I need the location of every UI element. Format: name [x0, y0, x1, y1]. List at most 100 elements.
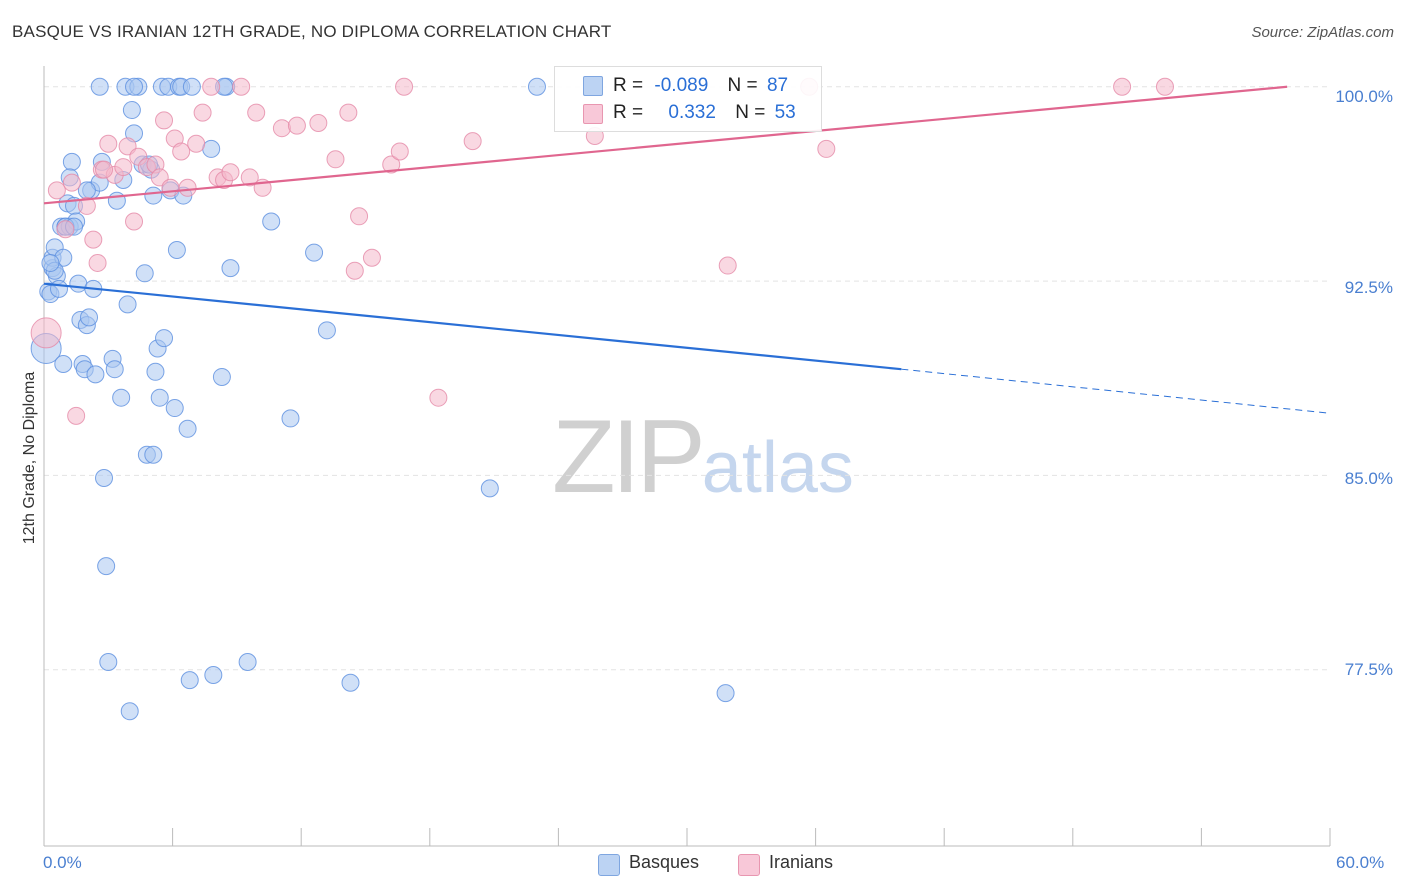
basque-point — [112, 388, 131, 407]
iranian-point — [345, 261, 364, 280]
basque-point — [95, 469, 114, 488]
basque-point — [178, 419, 197, 438]
n-value: 53 — [774, 102, 796, 123]
legend-label-iranians: Iranians — [769, 852, 834, 872]
basque-point — [62, 152, 81, 171]
iranian-point — [161, 178, 180, 197]
legend-swatch-basques-bottom — [598, 854, 620, 876]
watermark: ZIPatlas — [552, 398, 854, 517]
basque-point — [97, 557, 116, 576]
iranian-trend-line — [43, 85, 1288, 205]
iranian-point — [193, 103, 212, 122]
iranian-point — [155, 111, 174, 130]
basque-trend-extension — [901, 368, 1331, 414]
stats-legend: R = -0.089 N = 87 R = 0.332 N = 53 — [554, 66, 822, 132]
legend-swatch-basques — [583, 76, 603, 96]
iranian-point — [247, 103, 266, 122]
iranian-point — [1155, 77, 1174, 96]
chart-title: BASQUE VS IRANIAN 12TH GRADE, NO DIPLOMA… — [12, 22, 612, 41]
iranian-point — [382, 155, 401, 174]
legend-row-iranians: R = 0.332 N = 53 — [613, 102, 796, 128]
basque-point — [77, 181, 96, 200]
iranian-point — [114, 158, 133, 177]
axes — [43, 66, 1331, 847]
basque-point — [202, 139, 221, 158]
basque-point — [144, 186, 163, 205]
basque-point — [146, 362, 165, 381]
iranian-point — [718, 256, 737, 275]
legend-swatch-iranians — [583, 104, 603, 124]
basque-point — [182, 77, 201, 96]
iranian-point — [309, 114, 328, 133]
iranian-point — [429, 388, 448, 407]
n-label: N = — [727, 75, 758, 96]
iranian-point — [77, 196, 96, 215]
basque-point — [155, 329, 174, 348]
basque-point — [305, 243, 324, 262]
iranian-point — [56, 220, 75, 239]
y-tick-label: 92.5% — [1344, 278, 1393, 297]
r-label: R = — [613, 75, 644, 96]
iranian-point — [350, 207, 369, 226]
r-value: 0.332 — [668, 102, 716, 123]
basque-point — [212, 367, 231, 386]
iranian-point — [817, 139, 836, 158]
iranian-point — [395, 77, 414, 96]
basque-point — [144, 445, 163, 464]
basque-point — [107, 191, 126, 210]
basque-point — [50, 279, 69, 298]
y-tick-label: 85.0% — [1344, 469, 1393, 488]
r-label: R = — [613, 102, 644, 123]
iranian-point — [202, 77, 221, 96]
basque-point — [135, 264, 154, 283]
basque-point — [180, 671, 199, 690]
trend-lines — [43, 85, 1331, 414]
source-label: Source: ZipAtlas.com — [1251, 24, 1394, 41]
iranian-point — [232, 77, 251, 96]
n-label: N = — [735, 102, 766, 123]
iranian-point — [84, 230, 103, 249]
y-tick-label: 100.0% — [1335, 87, 1393, 106]
basque-point — [167, 240, 186, 259]
watermark-zip: ZIP — [552, 399, 706, 515]
iranian-point — [95, 160, 114, 179]
basque-point — [221, 259, 240, 278]
basque-point — [317, 321, 336, 340]
basque-point — [527, 77, 546, 96]
iranian-point — [125, 212, 144, 231]
basque-point — [238, 653, 257, 672]
basque-point — [86, 365, 105, 384]
watermark-atlas: atlas — [701, 428, 854, 508]
basque-point — [118, 295, 137, 314]
x-tick-label-max: 60.0% — [1336, 853, 1385, 872]
iranian-point — [326, 150, 345, 169]
basque-point — [125, 77, 144, 96]
basque-point — [262, 212, 281, 231]
basque-point — [120, 702, 139, 721]
basque-point — [480, 479, 499, 498]
iranian-point — [88, 253, 107, 272]
legend-swatch-iranians-bottom — [738, 854, 760, 876]
iranian-point — [187, 134, 206, 153]
basque-point — [69, 274, 88, 293]
iranian-point — [221, 163, 240, 182]
n-value: 87 — [766, 75, 789, 96]
basque-point — [90, 77, 109, 96]
iranian-point — [47, 181, 66, 200]
iranian-point — [62, 173, 81, 192]
basque-point — [165, 399, 184, 418]
data-points — [30, 77, 1174, 721]
basque-point — [281, 409, 300, 428]
basque-point — [204, 665, 223, 684]
x-tick-label-min: 0.0% — [43, 853, 82, 872]
iranian-point — [30, 317, 62, 349]
iranian-point — [390, 142, 409, 161]
basque-point — [105, 360, 124, 379]
iranian-point — [339, 103, 358, 122]
basque-point — [122, 101, 141, 120]
iranian-point — [1113, 77, 1132, 96]
basque-point — [150, 388, 169, 407]
legend-label-basques: Basques — [629, 852, 700, 872]
iranian-point — [240, 168, 259, 187]
r-value: -0.089 — [654, 75, 709, 96]
